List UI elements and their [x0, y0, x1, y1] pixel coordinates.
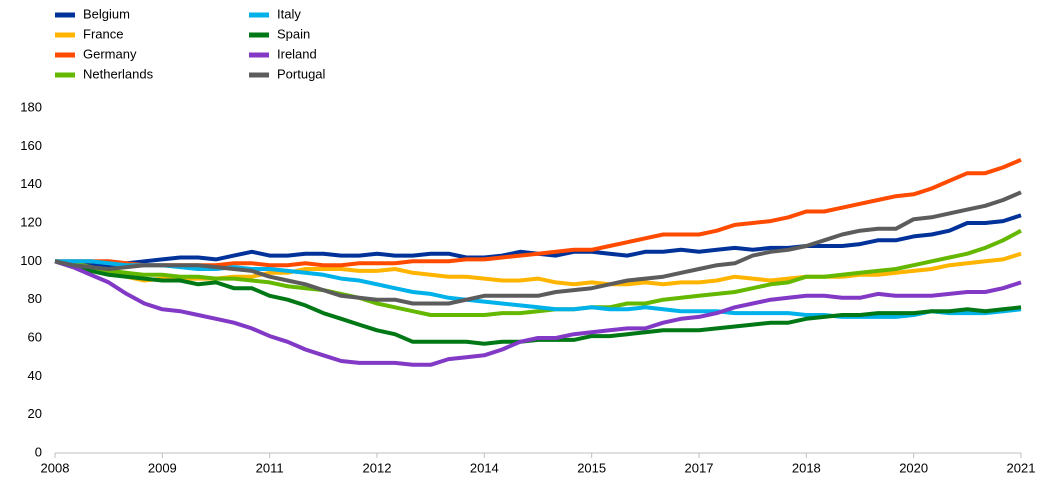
x-tick-label: 2014 — [470, 460, 499, 475]
legend-label: France — [83, 26, 123, 41]
y-tick-label: 0 — [35, 444, 42, 459]
line-series — [54, 190, 1022, 306]
line-series — [55, 157, 1022, 268]
y-tick-label: 60 — [28, 329, 42, 344]
legend-label: Ireland — [277, 46, 317, 61]
legend-label: Belgium — [83, 6, 130, 21]
legend-label: Germany — [83, 46, 137, 61]
y-tick-label: 80 — [28, 291, 42, 306]
x-tick-label: 2020 — [899, 460, 928, 475]
x-tick-label: 2008 — [41, 460, 70, 475]
legend-label: Italy — [277, 6, 301, 21]
line-series — [54, 259, 1022, 367]
x-tick-label: 2011 — [256, 460, 284, 475]
x-tick-label: 2021 — [1007, 460, 1036, 475]
y-tick-label: 100 — [20, 253, 42, 268]
legend-label: Portugal — [277, 66, 326, 81]
y-tick-label: 40 — [28, 368, 42, 383]
y-tick-label: 120 — [20, 214, 42, 229]
y-tick-label: 140 — [20, 176, 42, 191]
y-tick-label: 20 — [28, 406, 42, 421]
x-tick-label: 2017 — [685, 460, 714, 475]
line-series — [54, 213, 1022, 268]
y-tick-label: 160 — [20, 138, 42, 153]
line-series — [54, 228, 1022, 317]
legend-label: Netherlands — [83, 66, 154, 81]
y-tick-label: 180 — [20, 99, 42, 114]
x-tick-label: 2015 — [577, 460, 606, 475]
x-tick-label: 2009 — [148, 460, 177, 475]
x-tick-label: 2018 — [792, 460, 821, 475]
x-tick-label: 2012 — [363, 460, 392, 475]
legend-label: Spain — [277, 26, 310, 41]
